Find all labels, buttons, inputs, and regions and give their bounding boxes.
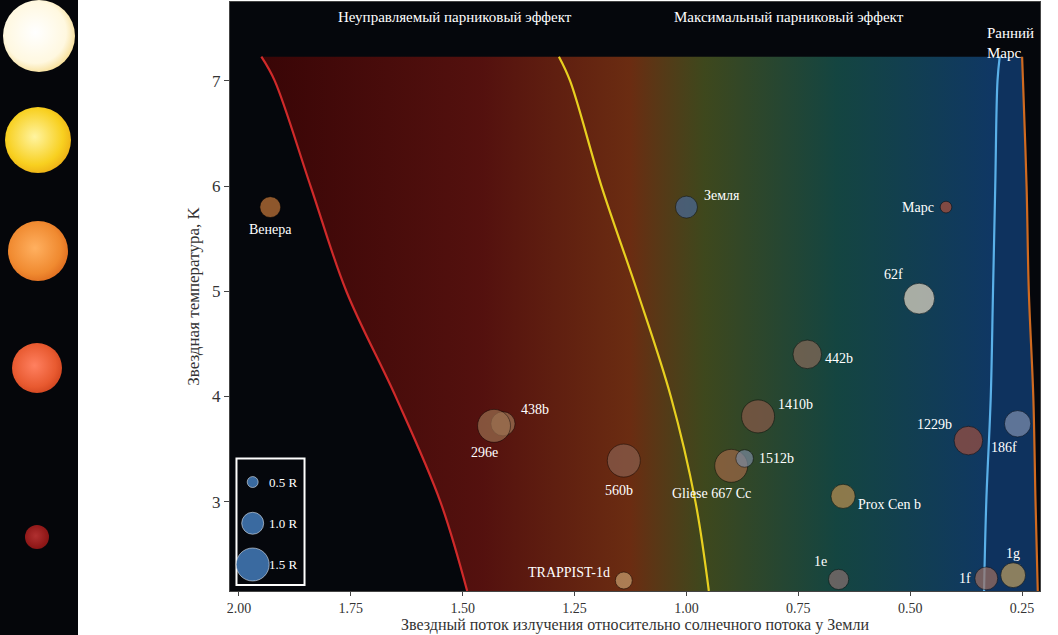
- svg-text:Марс: Марс: [902, 200, 934, 215]
- svg-text:560b: 560b: [605, 483, 633, 498]
- svg-text:Венера: Венера: [249, 222, 292, 237]
- svg-text:7: 7: [212, 72, 221, 91]
- svg-text:0.50: 0.50: [898, 601, 923, 616]
- svg-text:1410b: 1410b: [778, 397, 813, 412]
- svg-text:1f: 1f: [959, 571, 971, 586]
- svg-text:2.00: 2.00: [227, 601, 252, 616]
- svg-text:Gliese 667 Cc: Gliese 667 Cc: [672, 486, 751, 501]
- svg-text:296e: 296e: [471, 445, 498, 460]
- svg-text:РаннийМарс: РаннийМарс: [987, 25, 1034, 61]
- svg-text:Неуправляемый парниковый эффек: Неуправляемый парниковый эффект: [338, 9, 572, 25]
- svg-text:3: 3: [212, 493, 221, 512]
- svg-text:1g: 1g: [1006, 546, 1020, 561]
- svg-text:0.25: 0.25: [1010, 601, 1035, 616]
- svg-text:0.75: 0.75: [786, 601, 811, 616]
- svg-text:1.75: 1.75: [339, 601, 364, 616]
- svg-text:Земля: Земля: [704, 188, 740, 203]
- svg-text:TRAPPIST-1d: TRAPPIST-1d: [528, 565, 610, 580]
- svg-text:1.25: 1.25: [562, 601, 587, 616]
- svg-text:186f: 186f: [991, 440, 1017, 455]
- svg-text:442b: 442b: [825, 351, 853, 366]
- svg-text:5: 5: [212, 282, 221, 301]
- svg-text:1.00: 1.00: [674, 601, 699, 616]
- svg-text:Максимальный парниковый эффект: Максимальный парниковый эффект: [674, 9, 904, 25]
- svg-text:0.5 R: 0.5 R: [269, 475, 298, 490]
- svg-text:1e: 1e: [814, 554, 827, 569]
- svg-text:Звездная температура, K: Звездная температура, K: [184, 207, 203, 386]
- svg-text:4: 4: [212, 387, 221, 406]
- svg-text:6: 6: [212, 177, 221, 196]
- svg-text:1512b: 1512b: [759, 451, 794, 466]
- svg-text:1229b: 1229b: [917, 417, 952, 432]
- svg-text:438b: 438b: [521, 402, 549, 417]
- svg-text:Prox Cen b: Prox Cen b: [858, 497, 921, 512]
- svg-text:1.5 R: 1.5 R: [269, 557, 298, 572]
- svg-text:62f: 62f: [884, 267, 903, 282]
- svg-text:1.0 R: 1.0 R: [269, 516, 298, 531]
- svg-text:1.50: 1.50: [450, 601, 475, 616]
- svg-text:Звездный поток излучения относ: Звездный поток излучения относительно со…: [401, 616, 869, 634]
